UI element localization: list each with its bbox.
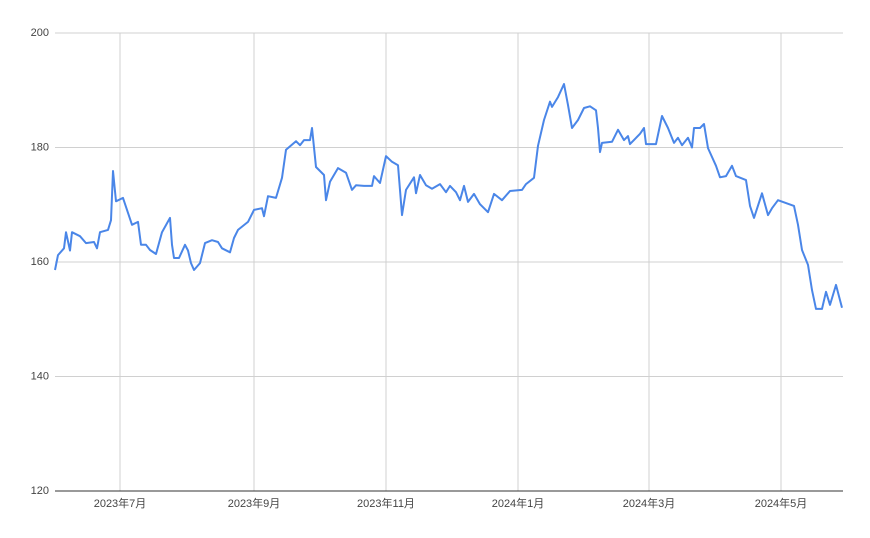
x-tick-label: 2024年1月: [492, 496, 545, 510]
y-tick-label: 160: [31, 256, 49, 268]
y-tick-label: 200: [31, 27, 49, 39]
line-series: [54, 83, 843, 310]
x-tick-label: 2024年3月: [623, 496, 676, 510]
y-tick-label: 120: [31, 485, 49, 497]
x-tick-label: 2023年11月: [357, 496, 415, 510]
x-tick-label: 2023年9月: [228, 496, 281, 510]
x-tick-label: 2024年5月: [755, 496, 808, 510]
y-tick-label: 180: [31, 141, 49, 153]
x-tick-label: 2023年7月: [94, 496, 147, 510]
y-tick-label: 140: [31, 370, 49, 382]
